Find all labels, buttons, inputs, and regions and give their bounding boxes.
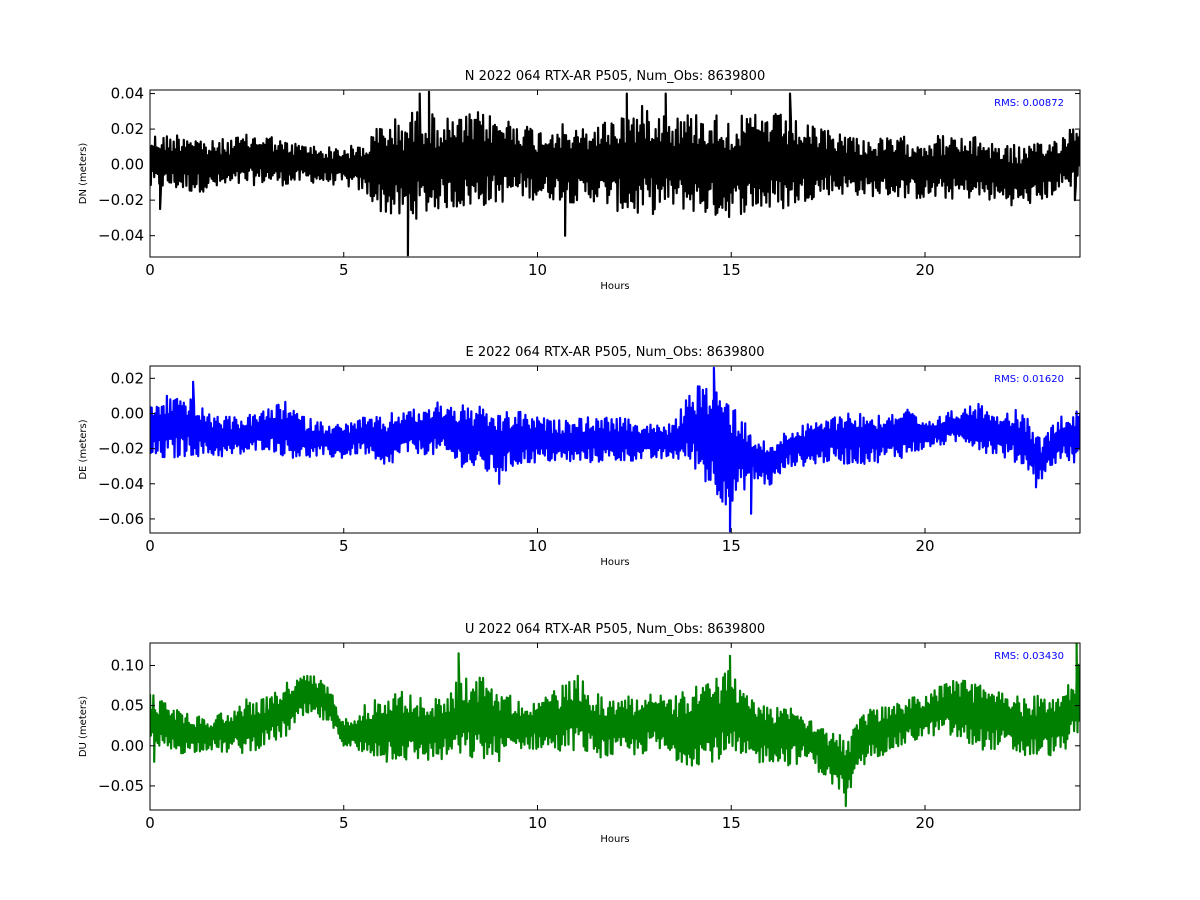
north-x-tick-label: 20 — [915, 261, 934, 279]
north-x-tick-label: 10 — [528, 261, 547, 279]
east-x-tick-label: 20 — [915, 537, 934, 555]
east-y-tick-label: 0.02 — [111, 369, 144, 387]
east-panel: 0 5 10 15 20 −0.06 −0.04 −0.02 0.00 0.02 E 2022 06… — [78, 345, 1081, 568]
up-y-tick-label: 0.05 — [111, 697, 144, 715]
north-x-axis-label: Hours — [600, 281, 629, 292]
east-x-tick-label: 0 — [145, 537, 155, 555]
east-rms-annotation: RMS: 0.01620 — [994, 374, 1064, 385]
east-y-tick-label: −0.06 — [98, 510, 144, 528]
east-x-tick-label: 15 — [722, 537, 741, 555]
north-axes-frame — [149, 89, 1081, 258]
north-y-tick-label: 0.04 — [111, 85, 144, 103]
north-series-line — [150, 90, 1080, 257]
up-y-tick-label: 0.10 — [111, 656, 144, 674]
north-y-axis-label: DN (meters) — [78, 143, 89, 205]
up-x-tick-label: 10 — [528, 814, 547, 832]
up-x-tick-label: 0 — [145, 814, 155, 832]
east-x-tick-label: 5 — [339, 537, 349, 555]
up-x-tick-label: 5 — [339, 814, 349, 832]
north-x-tick-label: 15 — [722, 261, 741, 279]
east-y-tick-label: −0.02 — [98, 440, 144, 458]
east-x-tick-label: 10 — [528, 537, 547, 555]
east-x-axis-label: Hours — [600, 557, 629, 568]
north-panel: 0 5 10 15 20 −0.04 −0.02 0.00 0.02 0.04 N 2022 064… — [78, 69, 1081, 292]
up-rms-annotation: RMS: 0.03430 — [994, 651, 1064, 662]
east-y-tick-label: 0.00 — [111, 404, 144, 422]
up-y-tick-label: 0.00 — [111, 737, 144, 755]
up-y-tick-label: −0.05 — [98, 777, 144, 795]
east-series-line — [150, 366, 1080, 533]
up-x-tick-label: 15 — [722, 814, 741, 832]
north-x-tick-label: 5 — [339, 261, 349, 279]
north-rms-annotation: RMS: 0.00872 — [994, 98, 1064, 109]
up-x-tick-label: 20 — [915, 814, 934, 832]
north-y-tick-label: 0.02 — [111, 120, 144, 138]
east-y-tick-label: −0.04 — [98, 475, 144, 493]
north-y-tick-label: −0.02 — [98, 191, 144, 209]
up-x-axis-label: Hours — [600, 834, 629, 845]
east-axes-frame — [149, 365, 1081, 534]
east-chart-title: E 2022 064 RTX-AR P505, Num_Obs: 8639800 — [466, 345, 765, 360]
up-panel: 0 5 10 15 20 −0.05 0.00 0.05 0.10 U 2022 064 RTX-… — [78, 622, 1081, 845]
up-chart-title: U 2022 064 RTX-AR P505, Num_Obs: 8639800 — [465, 622, 765, 637]
north-chart-title: N 2022 064 RTX-AR P505, Num_Obs: 8639800 — [465, 69, 765, 84]
up-axes-frame — [149, 642, 1081, 811]
north-y-tick-label: 0.00 — [111, 156, 144, 174]
up-y-axis-label: DU (meters) — [78, 696, 89, 757]
north-x-tick-label: 0 — [145, 261, 155, 279]
up-series-line — [150, 643, 1080, 808]
east-y-axis-label: DE (meters) — [78, 419, 89, 479]
north-y-tick-label: −0.04 — [98, 227, 144, 245]
